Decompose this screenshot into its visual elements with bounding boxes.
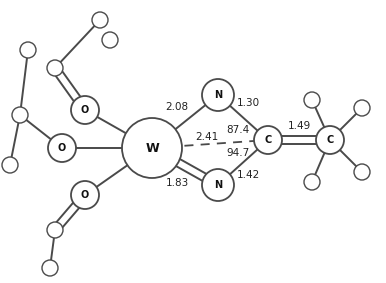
Text: 87.4: 87.4 (226, 125, 250, 135)
Text: C: C (264, 135, 272, 145)
Text: N: N (214, 90, 222, 100)
Text: 1.30: 1.30 (237, 98, 259, 108)
Text: W: W (145, 142, 159, 155)
Circle shape (71, 96, 99, 124)
Circle shape (122, 118, 182, 178)
Circle shape (316, 126, 344, 154)
Text: O: O (81, 105, 89, 115)
Circle shape (304, 174, 320, 190)
Circle shape (2, 157, 18, 173)
Text: 2.08: 2.08 (166, 102, 189, 112)
Text: 2.41: 2.41 (195, 132, 218, 142)
Circle shape (102, 32, 118, 48)
Circle shape (354, 100, 370, 116)
Text: 1.83: 1.83 (165, 178, 189, 188)
Circle shape (20, 42, 36, 58)
Text: O: O (81, 190, 89, 200)
Circle shape (92, 12, 108, 28)
Circle shape (42, 260, 58, 276)
Circle shape (48, 134, 76, 162)
Circle shape (12, 107, 28, 123)
Circle shape (254, 126, 282, 154)
Text: N: N (214, 180, 222, 190)
Circle shape (71, 181, 99, 209)
Text: O: O (58, 143, 66, 153)
Circle shape (202, 79, 234, 111)
Circle shape (304, 92, 320, 108)
Circle shape (47, 60, 63, 76)
Circle shape (47, 222, 63, 238)
Text: 1.42: 1.42 (236, 170, 260, 180)
Text: 94.7: 94.7 (226, 148, 250, 158)
Text: 1.49: 1.49 (287, 121, 311, 131)
Circle shape (354, 164, 370, 180)
Circle shape (202, 169, 234, 201)
Text: C: C (327, 135, 334, 145)
